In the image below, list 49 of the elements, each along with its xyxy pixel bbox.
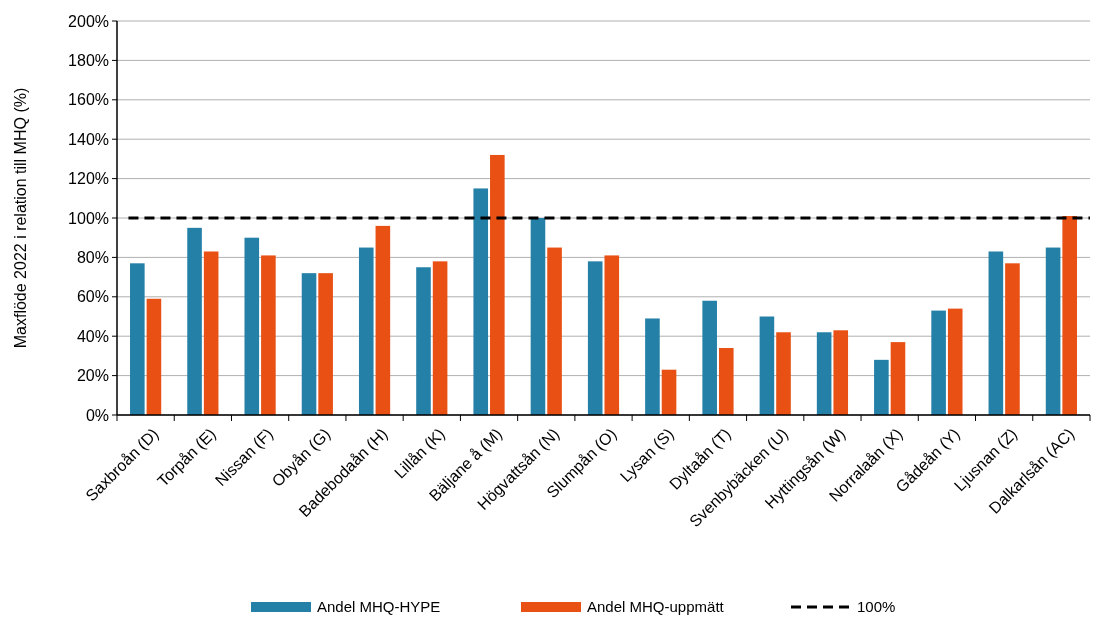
- bar: [530, 218, 546, 415]
- bar: [358, 247, 374, 415]
- bar: [146, 298, 162, 415]
- bar: [816, 332, 832, 415]
- bar: [130, 263, 145, 415]
- y-tick-label: 40%: [76, 327, 109, 345]
- y-tick-label: 20%: [76, 367, 109, 385]
- bar: [759, 316, 775, 415]
- bar: [890, 342, 906, 415]
- bar: [473, 188, 489, 415]
- bar: [702, 300, 717, 415]
- bar: [931, 310, 946, 415]
- y-axis-title: Maxflöde 2022 i relation till MHQ (%): [12, 87, 29, 349]
- bar: [432, 261, 448, 415]
- y-tick-label: 180%: [68, 52, 109, 69]
- y-tick-label: 140%: [68, 130, 109, 148]
- y-tick-label: 200%: [68, 12, 109, 30]
- legend-label: Andel MHQ-uppmätt: [587, 598, 725, 616]
- bar: [776, 332, 791, 415]
- bar: [203, 251, 219, 415]
- bar: [301, 273, 317, 415]
- bar: [187, 227, 202, 415]
- bar: [1062, 216, 1077, 415]
- bar: [587, 261, 603, 415]
- legend-label: Andel MHQ-HYPE: [317, 598, 441, 616]
- bar: [988, 251, 1004, 415]
- bar: [490, 154, 505, 415]
- bar: [1045, 247, 1061, 415]
- bar: [874, 359, 889, 415]
- bar: [833, 330, 849, 415]
- y-tick-label: 120%: [68, 170, 109, 188]
- bar: [645, 318, 660, 415]
- bar: [244, 237, 260, 415]
- bar: [604, 255, 620, 415]
- legend-label: 100%: [857, 598, 896, 616]
- bar: [416, 267, 431, 415]
- y-tick-label: 160%: [68, 91, 109, 109]
- bar: [261, 255, 276, 415]
- bar: [318, 273, 333, 415]
- y-tick-label: 80%: [76, 249, 109, 266]
- bar: [547, 247, 562, 415]
- bar: [375, 225, 391, 415]
- y-tick-label: 0%: [85, 406, 109, 424]
- bar: [1005, 263, 1020, 415]
- y-tick-label: 60%: [76, 288, 109, 306]
- bar: [947, 308, 963, 415]
- bar: [718, 348, 734, 415]
- bar: [661, 369, 677, 415]
- y-tick-label: 100%: [68, 209, 109, 227]
